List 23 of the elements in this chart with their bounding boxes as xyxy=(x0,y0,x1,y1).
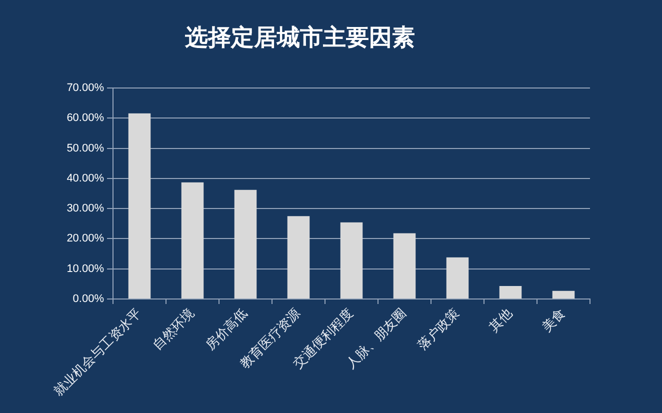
chart-title: 选择定居城市主要因素 xyxy=(184,23,416,53)
x-tick-label: 就业机会与工资水平 xyxy=(51,306,145,400)
bar xyxy=(287,216,310,298)
y-tick-label: 50.00% xyxy=(66,142,104,154)
bar xyxy=(340,222,363,298)
bar xyxy=(552,290,575,298)
bar xyxy=(393,233,416,298)
x-tick-label: 自然环境 xyxy=(150,305,198,354)
bar xyxy=(128,113,151,298)
y-tick-label: 20.00% xyxy=(66,232,104,245)
y-tick-label: 0.00% xyxy=(72,293,104,306)
x-tick-label: 其他 xyxy=(486,306,516,336)
bar xyxy=(234,190,257,298)
bar xyxy=(181,182,204,298)
bar xyxy=(499,286,522,298)
y-tick-label: 70.00% xyxy=(66,82,104,94)
y-tick-label: 30.00% xyxy=(66,202,104,215)
y-tick-label: 10.00% xyxy=(66,262,104,275)
x-tick-label: 落户政策 xyxy=(415,306,463,354)
bar xyxy=(446,257,469,298)
y-tick-label: 40.00% xyxy=(66,172,104,184)
y-tick-label: 60.00% xyxy=(66,112,104,124)
x-tick-label: 美食 xyxy=(539,305,569,336)
